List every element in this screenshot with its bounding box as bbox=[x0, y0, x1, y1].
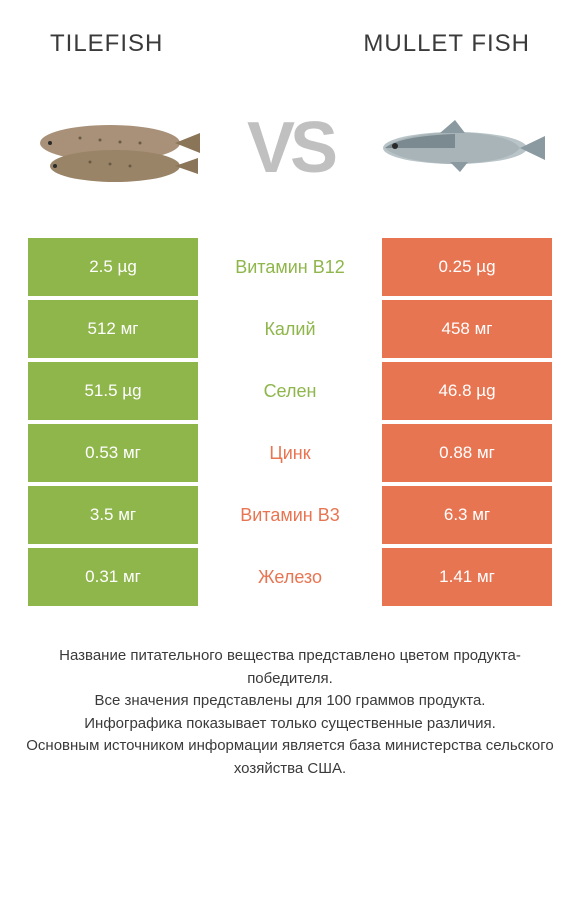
footer-notes: Название питательного вещества представл… bbox=[0, 610, 580, 780]
table-row: 2.5 µgВитамин B120.25 µg bbox=[28, 238, 552, 296]
title-left: TILEFISH bbox=[50, 30, 163, 58]
nutrition-table: 2.5 µgВитамин B120.25 µg512 мгКалий458 м… bbox=[0, 238, 580, 606]
value-right: 6.3 мг bbox=[382, 486, 552, 544]
images-row: VS bbox=[0, 68, 580, 238]
value-left: 2.5 µg bbox=[28, 238, 198, 296]
value-left: 3.5 мг bbox=[28, 486, 198, 544]
value-right: 0.88 мг bbox=[382, 424, 552, 482]
nutrient-label: Витамин B3 bbox=[198, 486, 382, 544]
value-right: 46.8 µg bbox=[382, 362, 552, 420]
title-right: MULLET FISH bbox=[363, 30, 530, 58]
value-left: 512 мг bbox=[28, 300, 198, 358]
value-left: 0.31 мг bbox=[28, 548, 198, 606]
table-row: 0.53 мгЦинк0.88 мг bbox=[28, 424, 552, 482]
footer-line-4: Основным источником информации является … bbox=[25, 735, 555, 780]
footer-line-3: Инфографика показывает только существенн… bbox=[25, 713, 555, 736]
value-right: 0.25 µg bbox=[382, 238, 552, 296]
tilefish-image bbox=[25, 88, 215, 208]
header: TILEFISH MULLET FISH bbox=[0, 0, 580, 68]
nutrient-label: Витамин B12 bbox=[198, 238, 382, 296]
nutrient-label: Калий bbox=[198, 300, 382, 358]
table-row: 3.5 мгВитамин B36.3 мг bbox=[28, 486, 552, 544]
vs-label: VS bbox=[247, 107, 333, 189]
mullet-image bbox=[365, 88, 555, 208]
table-row: 51.5 µgСелен46.8 µg bbox=[28, 362, 552, 420]
nutrient-label: Цинк bbox=[198, 424, 382, 482]
value-right: 1.41 мг bbox=[382, 548, 552, 606]
table-row: 0.31 мгЖелезо1.41 мг bbox=[28, 548, 552, 606]
value-right: 458 мг bbox=[382, 300, 552, 358]
value-left: 0.53 мг bbox=[28, 424, 198, 482]
nutrient-label: Железо bbox=[198, 548, 382, 606]
footer-line-2: Все значения представлены для 100 граммо… bbox=[25, 690, 555, 713]
value-left: 51.5 µg bbox=[28, 362, 198, 420]
nutrient-label: Селен bbox=[198, 362, 382, 420]
footer-line-1: Название питательного вещества представл… bbox=[25, 645, 555, 690]
table-row: 512 мгКалий458 мг bbox=[28, 300, 552, 358]
